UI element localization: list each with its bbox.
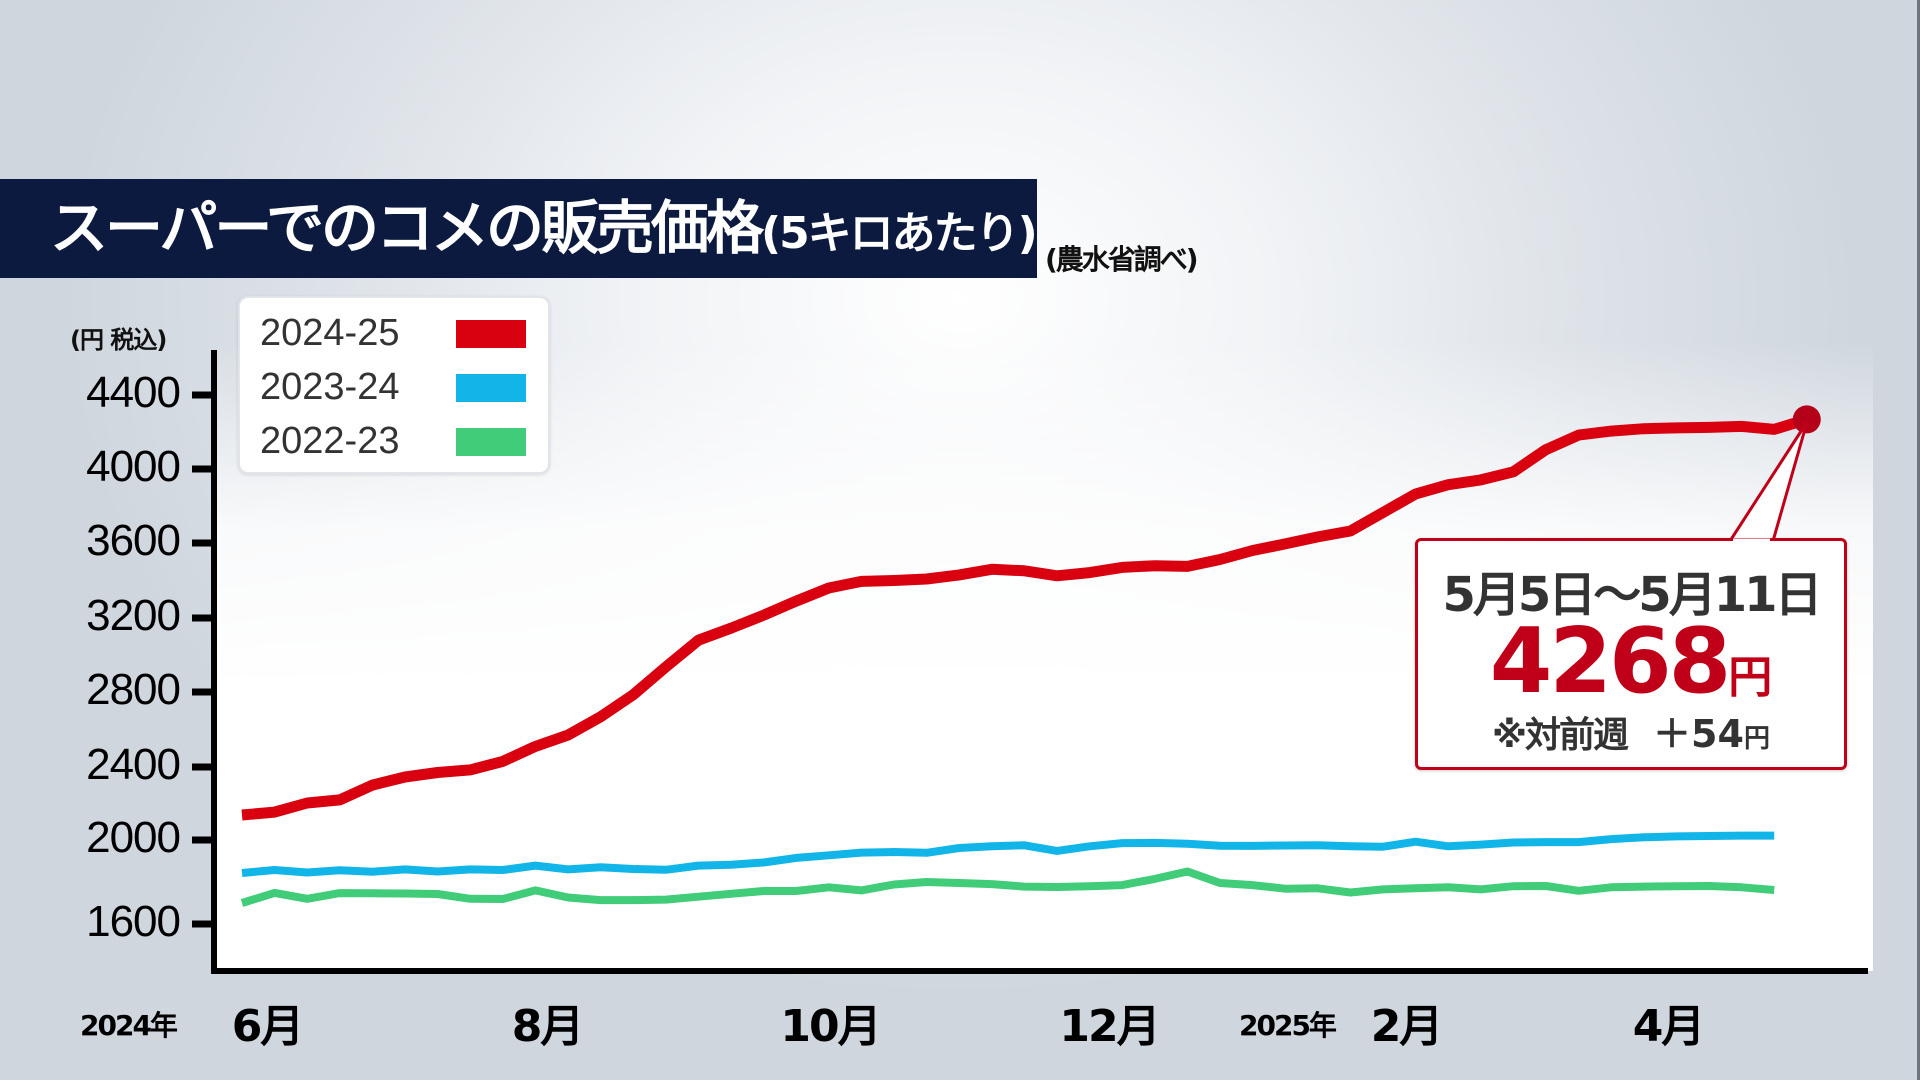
x-tick-label: 10月 [780, 1001, 881, 1052]
legend-item-2023-24: 2023-24 [260, 362, 540, 412]
latest-price-callout: 5月5日〜5月11日 4268円 ※対前週 ＋54円 [1415, 538, 1847, 770]
callout-price-unit: 円 [1728, 652, 1773, 703]
x-tick-label: 6月 [231, 1001, 305, 1052]
frame-edge [1917, 0, 1920, 1080]
y-tick-label: 3600 [86, 516, 181, 565]
series-line-2022-23 [240, 867, 1775, 907]
y-tick-label: 2000 [86, 813, 181, 862]
latest-point-marker [1792, 405, 1821, 434]
legend-label: 2022-23 [260, 420, 400, 462]
chart-series [240, 414, 1809, 907]
callout-price-value: 4268 [1489, 609, 1731, 714]
y-tick-label: 1600 [86, 897, 181, 946]
x-tick-label: 4月 [1632, 1001, 1706, 1052]
legend: 2024-25 2023-24 2022-23 [238, 296, 550, 474]
legend-item-2022-23: 2022-23 [260, 416, 540, 466]
legend-item-2024-25: 2024-25 [260, 308, 540, 358]
chart-title: スーパーでのコメの販売価格(5キロあたり) [50, 189, 1038, 273]
y-axis-unit-label: (円 税込) [70, 326, 167, 354]
legend-swatch-red [456, 320, 526, 348]
y-tick-label: 4000 [86, 442, 181, 491]
title-banner: スーパーでのコメの販売価格(5キロあたり) [0, 179, 1038, 278]
y-tick-label: 4400 [86, 368, 181, 417]
y-tick-label: 2400 [86, 740, 181, 789]
callout-diff-value: ＋54 [1653, 712, 1744, 756]
callout-week-change: ※対前週 ＋54円 [1418, 703, 1844, 758]
latest-point-dot [1792, 405, 1821, 434]
y-tick-label: 2800 [86, 665, 181, 714]
legend-swatch-blue [456, 374, 526, 402]
x-year-label: 2025年 [1239, 1009, 1337, 1042]
title-main: スーパーでのコメの販売価格 [50, 194, 764, 262]
callout-price: 4268円 [1418, 609, 1844, 714]
series-line-2024-25 [241, 414, 1809, 821]
callout-diff-unit: 円 [1743, 724, 1770, 754]
legend-swatch-green [456, 428, 526, 456]
chart-axes [192, 350, 1868, 974]
source-note: (農水省調べ) [1045, 243, 1199, 276]
legend-label: 2023-24 [260, 366, 400, 408]
callout-date-range: 5月5日〜5月11日 [1442, 567, 1823, 623]
x-tick-label: 8月 [511, 1001, 585, 1052]
legend-label: 2024-25 [260, 312, 400, 354]
title-sub: (5キロあたり) [760, 208, 1038, 259]
callout-diff-label: ※対前週 [1492, 715, 1629, 756]
x-year-label: 2024年 [80, 1009, 178, 1042]
y-tick-label: 3200 [86, 591, 181, 640]
x-tick-label: 2月 [1370, 1001, 1444, 1052]
x-tick-label: 12月 [1059, 1001, 1160, 1052]
series-line-2023-24 [241, 831, 1775, 877]
